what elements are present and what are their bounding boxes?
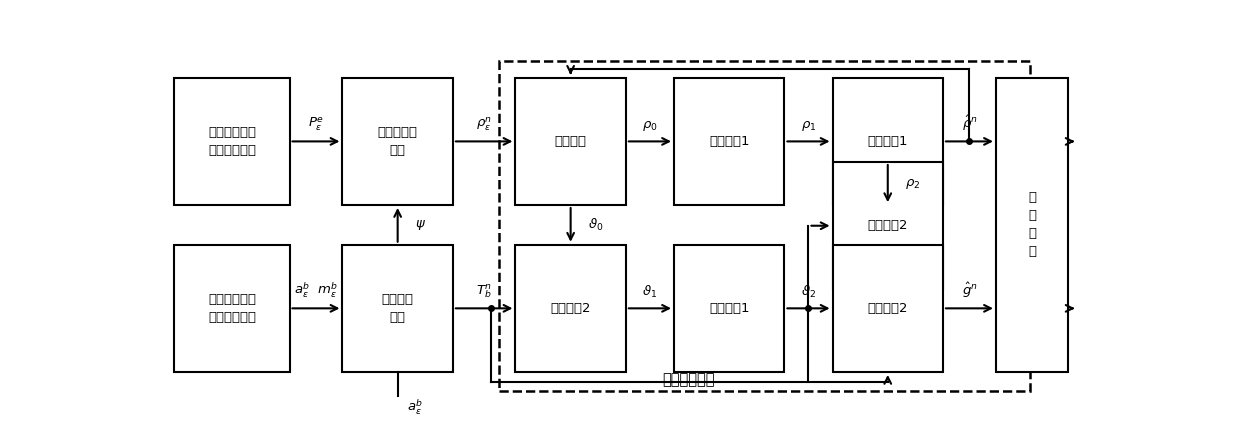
Bar xyxy=(832,78,942,205)
Text: 比较单元: 比较单元 xyxy=(554,135,587,148)
Bar xyxy=(996,78,1068,372)
Text: 全球定位系统
信号采集单元: 全球定位系统 信号采集单元 xyxy=(208,126,255,157)
Text: $a_\varepsilon^b$: $a_\varepsilon^b$ xyxy=(407,398,423,417)
Bar xyxy=(342,245,453,372)
Text: 惯性导航系统
信号采集单元: 惯性导航系统 信号采集单元 xyxy=(208,293,255,324)
Text: 旋转单元2: 旋转单元2 xyxy=(868,219,908,232)
Text: $T_b^n$: $T_b^n$ xyxy=(476,282,492,300)
Text: 旋转单元1: 旋转单元1 xyxy=(709,302,749,315)
Text: $a_\varepsilon^b$  $m_\varepsilon^b$: $a_\varepsilon^b$ $m_\varepsilon^b$ xyxy=(294,280,339,300)
Text: 比例单元2: 比例单元2 xyxy=(551,302,591,315)
Bar xyxy=(675,78,785,205)
Bar xyxy=(516,245,626,372)
Bar xyxy=(516,78,626,205)
Text: $\hat{\rho}^n$: $\hat{\rho}^n$ xyxy=(961,114,977,133)
Bar xyxy=(174,78,289,205)
Text: 加法单元2: 加法单元2 xyxy=(868,302,908,315)
Text: $\vartheta_1$: $\vartheta_1$ xyxy=(642,284,657,300)
Text: 加法单元1: 加法单元1 xyxy=(868,135,908,148)
Text: $P_\varepsilon^e$: $P_\varepsilon^e$ xyxy=(308,115,324,133)
Bar xyxy=(832,162,942,289)
Bar xyxy=(832,245,942,372)
Text: $\vartheta_2$: $\vartheta_2$ xyxy=(801,284,816,300)
Bar xyxy=(342,78,453,205)
Text: 输
出
单
元: 输 出 单 元 xyxy=(1028,191,1035,258)
Text: $\psi$: $\psi$ xyxy=(415,218,425,232)
Text: 比例单元1: 比例单元1 xyxy=(709,135,749,148)
Text: $\rho_\varepsilon^n$: $\rho_\varepsilon^n$ xyxy=(476,115,492,133)
Text: 数据融合单元: 数据融合单元 xyxy=(662,372,714,388)
Bar xyxy=(498,60,1029,391)
Text: 捷联解算
单元: 捷联解算 单元 xyxy=(382,293,414,324)
Bar xyxy=(675,245,785,372)
Text: $\hat{g}^n$: $\hat{g}^n$ xyxy=(961,281,977,300)
Text: $\vartheta_0$: $\vartheta_0$ xyxy=(588,217,604,233)
Bar xyxy=(174,245,289,372)
Text: $\rho_2$: $\rho_2$ xyxy=(905,177,920,190)
Text: 数据预处理
单元: 数据预处理 单元 xyxy=(378,126,418,157)
Text: $\rho_0$: $\rho_0$ xyxy=(642,119,657,133)
Text: $\rho_1$: $\rho_1$ xyxy=(801,119,816,133)
